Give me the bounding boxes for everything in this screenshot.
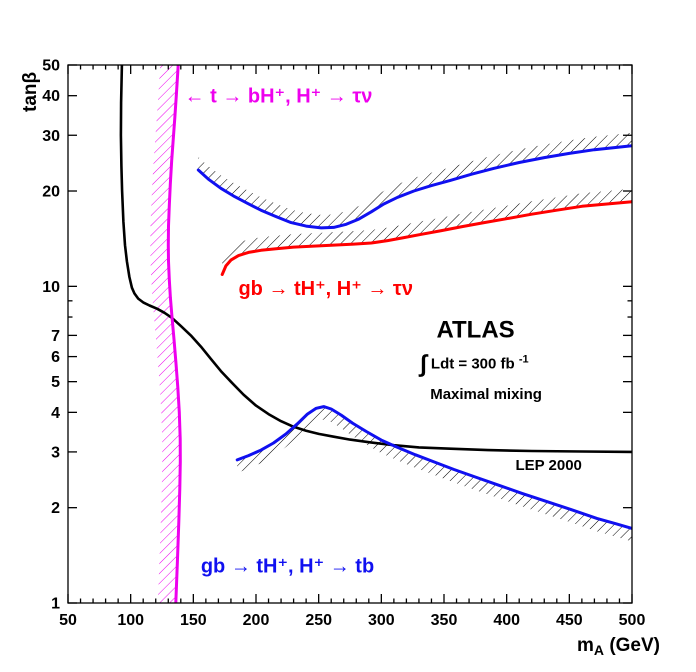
y-tick-label: 6 — [51, 349, 60, 366]
y-tick-label: 5 — [51, 374, 60, 391]
lep-2000-label: LEP 2000 — [515, 457, 581, 474]
t-to-bH-taunu-curve — [166, 65, 182, 603]
maximal-mixing-label: Maximal mixing — [430, 386, 542, 403]
x-tick-label: 250 — [305, 612, 332, 629]
x-axis-title: mA (GeV) — [577, 635, 660, 658]
atlas-label: ATLAS — [436, 316, 514, 343]
t-bh-exclusion-label: ← t → bH⁺, H⁺ → τν — [185, 86, 373, 108]
y-tick-label: 30 — [42, 128, 60, 145]
y-tick-label: 20 — [42, 184, 60, 201]
gb-to-tH-tb-upper-curve — [196, 144, 632, 230]
t-to-bH-taunu-band — [150, 65, 181, 603]
x-tick-label: 300 — [368, 612, 395, 629]
x-tick-label: 450 — [556, 612, 583, 629]
gb-to-tH-taunu-curve — [220, 200, 632, 276]
gb-th-taunu-label: gb → tH⁺, H⁺ → τν — [238, 278, 412, 300]
axis-ticks — [67, 64, 633, 604]
x-tick-label: 400 — [493, 612, 520, 629]
y-tick-label: 10 — [42, 279, 60, 296]
x-tick-label: 150 — [180, 612, 207, 629]
gb-to-tH-tb-lower-curve — [235, 405, 632, 530]
x-tick-label: 100 — [117, 612, 144, 629]
y-tick-label: 3 — [51, 444, 60, 461]
luminosity-label: ∫ Ldt = 300 fb -1 — [418, 351, 528, 378]
y-tick-label: 2 — [51, 500, 60, 517]
y-tick-label: 4 — [51, 405, 60, 422]
x-tick-label: 200 — [243, 612, 270, 629]
x-tick-label: 350 — [431, 612, 458, 629]
lep-2000-exclusion-curve — [119, 65, 632, 454]
plot-frame — [67, 64, 633, 604]
gb-to-tH-tb-upper-band — [198, 132, 632, 228]
y-tick-label: 1 — [51, 596, 60, 613]
x-tick-label: 50 — [59, 612, 77, 629]
y-tick-label: 40 — [42, 88, 60, 105]
gb-th-tb-label: gb → tH⁺, H⁺ → tb — [201, 555, 374, 577]
x-tick-label: 500 — [619, 612, 646, 629]
y-tick-label: 7 — [51, 328, 60, 345]
y-axis-title: tanβ — [20, 72, 41, 112]
gb-to-tH-taunu-band — [222, 188, 632, 275]
gb-to-tH-tb-lower-band — [237, 406, 632, 542]
y-tick-label: 50 — [42, 58, 60, 75]
